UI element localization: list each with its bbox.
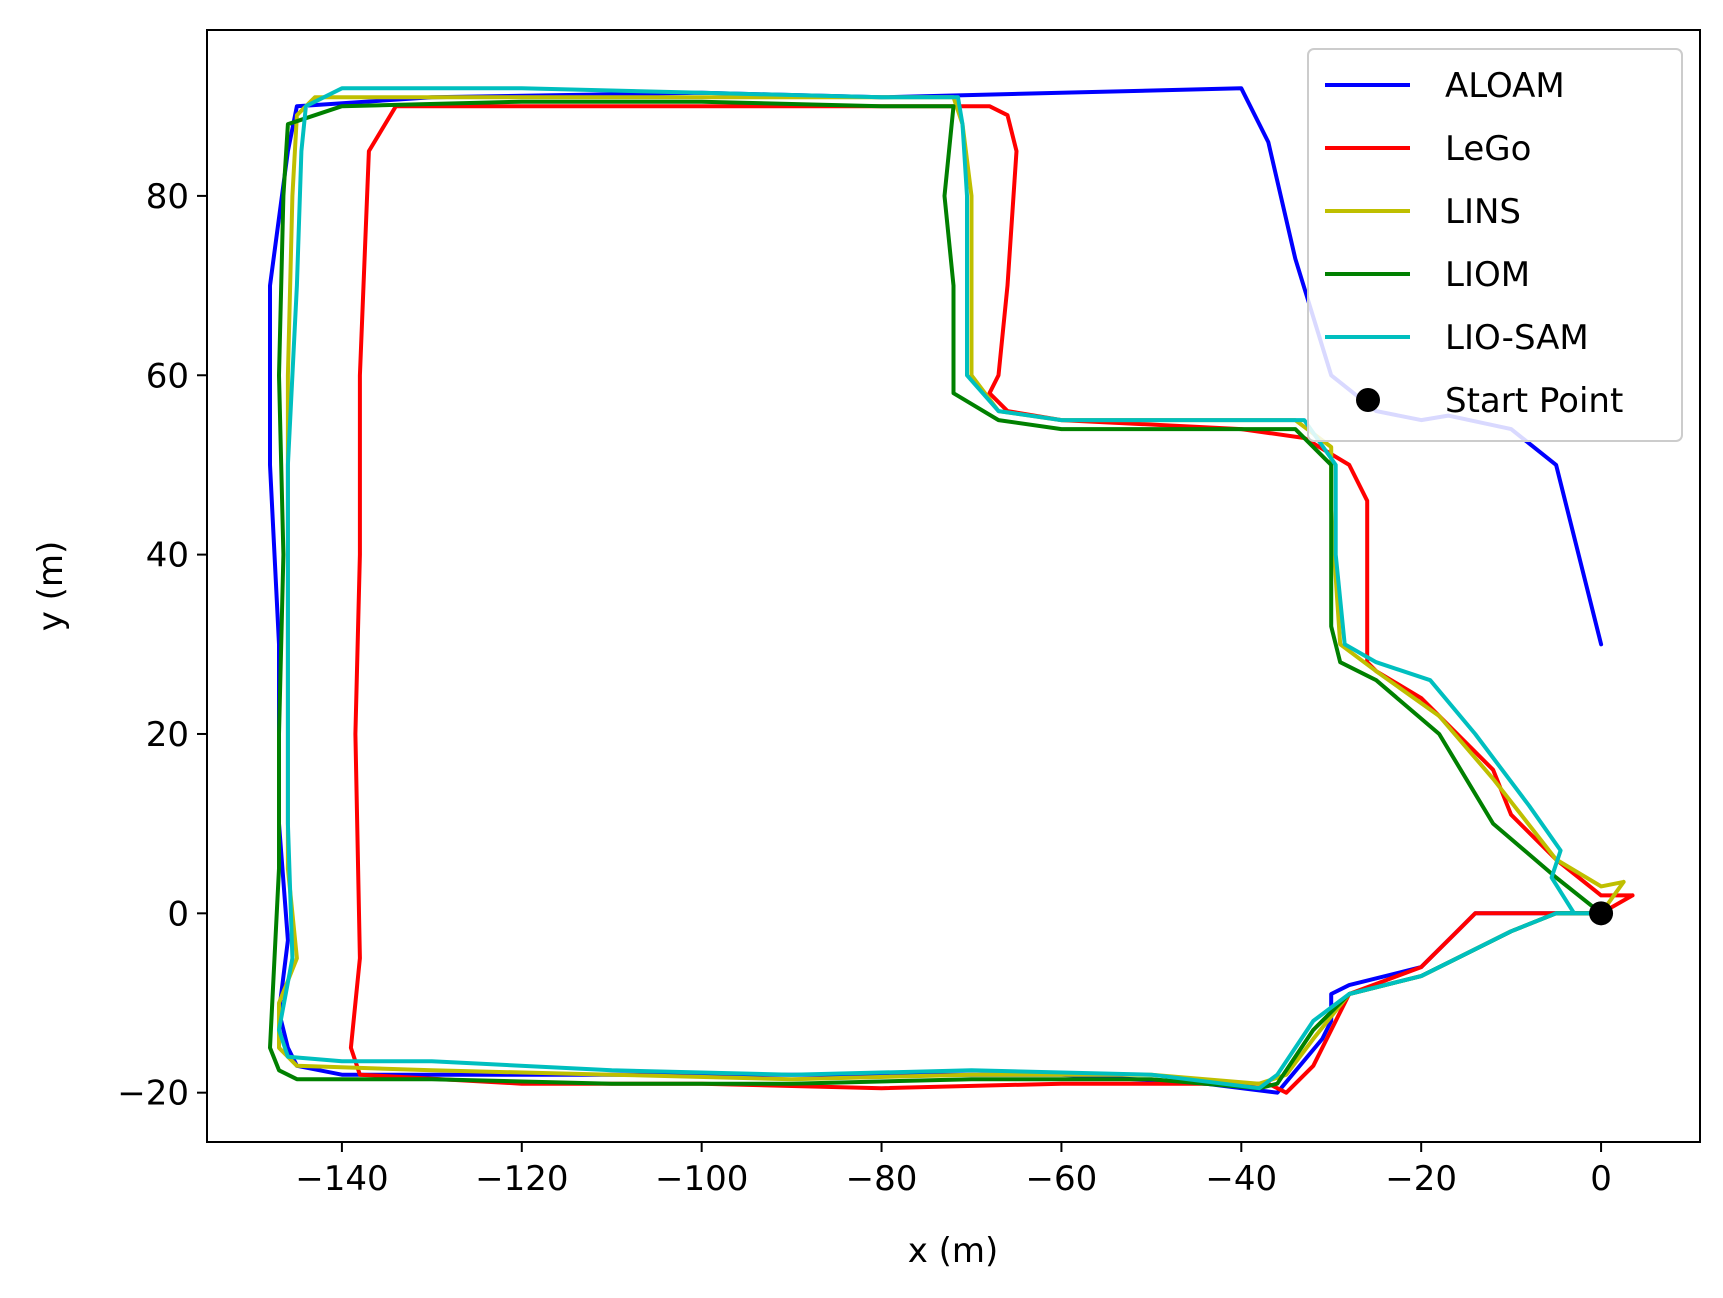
y-axis-ticks: −20 0 20 40 60 80 — [117, 177, 207, 1114]
legend-label-lego: LeGo — [1445, 129, 1531, 169]
y-tick-label: 40 — [146, 536, 189, 576]
start-point-marker — [1589, 901, 1614, 926]
y-axis-label: y (m) — [31, 541, 71, 632]
x-tick-label: −20 — [1385, 1159, 1457, 1199]
series-line-lio-sam — [277, 86, 1604, 1091]
y-tick-label: 80 — [146, 177, 189, 217]
x-tick-label: −80 — [846, 1159, 918, 1199]
legend-label-liom: LIOM — [1445, 255, 1530, 295]
x-tick-label: −120 — [475, 1159, 568, 1199]
legend-label-aloam: ALOAM — [1445, 66, 1565, 106]
y-tick-label: 60 — [146, 356, 189, 396]
series-line-aloam — [268, 86, 1604, 1095]
series-line-liom — [268, 99, 1604, 1091]
x-tick-label: 0 — [1590, 1159, 1612, 1199]
legend-label-start-point: Start Point — [1445, 381, 1623, 421]
legend-label-lio-sam: LIO-SAM — [1445, 318, 1589, 358]
series-layer — [268, 86, 1635, 1095]
y-tick-label: −20 — [117, 1074, 189, 1114]
plot-frame — [206, 29, 1701, 1143]
legend-label-lins: LINS — [1445, 192, 1521, 232]
legend-swatch-start-point — [1356, 388, 1380, 412]
x-axis-label: x (m) — [908, 1231, 999, 1271]
legend: ALOAM LeGo LINS LIOM LIO-SAM Start Point — [1307, 48, 1683, 442]
y-tick-label: 0 — [167, 894, 189, 934]
x-tick-label: −140 — [295, 1159, 388, 1199]
series-line-lego — [348, 104, 1635, 1095]
y-tick-label: 20 — [146, 715, 189, 755]
x-tick-label: −40 — [1205, 1159, 1277, 1199]
x-tick-label: −60 — [1026, 1159, 1098, 1199]
x-axis-ticks: −140 −120 −100 −80 −60 −40 −20 0 — [295, 1142, 1612, 1199]
x-tick-label: −100 — [655, 1159, 748, 1199]
